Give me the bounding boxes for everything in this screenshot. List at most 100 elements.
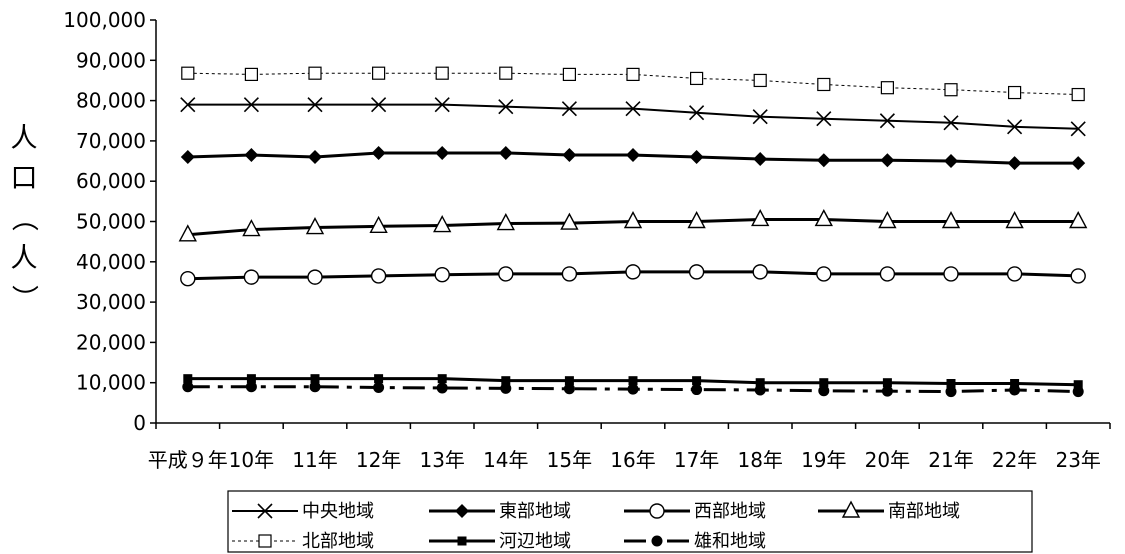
data-point — [816, 153, 831, 168]
y-axis-title-char: 口 — [11, 163, 38, 194]
series — [180, 264, 1086, 287]
legend-label: 北部地域 — [302, 531, 374, 552]
data-point — [880, 81, 895, 95]
data-point — [755, 378, 765, 388]
data-point — [562, 148, 577, 163]
data-point — [689, 71, 704, 86]
x-tick-labels: 平成９年 10年 11年 12年 13年 14年 15年 16年 17年 18年 19年 20年 21年… — [148, 448, 1101, 472]
series — [183, 374, 1083, 390]
y-tick-label: 50,000 — [76, 210, 146, 234]
data-point — [457, 536, 467, 546]
data-point — [244, 148, 259, 163]
data-point — [816, 266, 832, 282]
data-point — [372, 66, 386, 80]
x-tick-label: 21年 — [928, 448, 973, 472]
data-point — [878, 211, 897, 229]
data-point — [242, 219, 261, 237]
legend-label: 南部地域 — [888, 501, 960, 522]
legend-item: 中央地域 — [232, 501, 374, 522]
x-tick-label: 17年 — [674, 448, 719, 472]
data-point — [434, 266, 450, 283]
y-axis-title-char: （ — [8, 205, 39, 232]
data-point — [943, 266, 959, 282]
y-tick-label: 100,000 — [63, 8, 146, 32]
y-tick-labels: 0 10,000 20,000 30,000 40,000 50,000 60,000 70,… — [63, 8, 146, 435]
y-axis-title: 人口（人） — [8, 123, 39, 312]
data-point — [689, 105, 705, 121]
data-point — [433, 215, 452, 233]
data-point — [1069, 211, 1088, 229]
data-point — [751, 208, 770, 227]
data-point — [371, 145, 386, 160]
data-point — [943, 115, 959, 131]
data-point — [1010, 379, 1020, 389]
x-tick-label: 18年 — [737, 448, 782, 472]
legend-label: 西部地域 — [694, 501, 766, 522]
legend-item: 河辺地域 — [429, 531, 571, 552]
data-point — [881, 385, 893, 397]
data-point — [501, 376, 511, 386]
data-point — [753, 73, 767, 88]
data-point — [246, 374, 256, 384]
axes — [150, 19, 1111, 429]
legend-label: 中央地域 — [302, 501, 374, 522]
data-point — [817, 77, 831, 92]
data-point — [562, 67, 577, 82]
data-point — [310, 374, 320, 384]
data-point — [879, 113, 895, 129]
data-point — [688, 264, 705, 280]
data-point — [183, 374, 193, 384]
data-point — [882, 378, 892, 388]
data-point — [626, 67, 640, 82]
data-point — [496, 213, 515, 231]
data-point — [243, 97, 259, 113]
data-point — [626, 148, 640, 163]
data-point — [628, 376, 638, 386]
data-point — [879, 266, 896, 282]
x-tick-label: 20年 — [865, 448, 910, 472]
data-point — [1009, 384, 1021, 396]
y-axis-title-char: ） — [8, 285, 39, 312]
series — [180, 97, 1086, 137]
data-point — [373, 382, 385, 394]
data-point — [309, 381, 321, 393]
data-point — [437, 374, 447, 384]
y-tick-label: 60,000 — [76, 169, 146, 193]
data-point — [944, 83, 958, 97]
data-point — [1007, 119, 1023, 135]
data-point — [1073, 380, 1083, 390]
data-point — [1070, 121, 1086, 137]
data-point — [563, 383, 575, 395]
data-point — [257, 503, 273, 519]
x-tick-label: 14年 — [483, 448, 528, 472]
data-point — [498, 99, 514, 115]
data-point — [819, 378, 829, 388]
data-point — [369, 215, 388, 234]
data-point — [1072, 386, 1084, 398]
data-point — [498, 145, 513, 160]
data-point — [692, 376, 702, 386]
data-point — [180, 150, 195, 165]
y-axis-title-char: 人 — [11, 243, 38, 274]
y-tick-label: 40,000 — [76, 250, 146, 274]
data-point — [1071, 87, 1085, 102]
data-point — [561, 101, 577, 117]
y-tick-label: 0 — [133, 411, 146, 435]
series — [178, 208, 1088, 242]
data-point — [1071, 156, 1086, 171]
data-point — [1005, 211, 1024, 229]
data-point — [307, 269, 323, 285]
x-tick-label: 平成９年 — [148, 448, 228, 472]
x-tick-label: 12年 — [356, 448, 401, 472]
data-point — [244, 67, 258, 82]
y-tick-label: 90,000 — [76, 48, 146, 72]
data-point — [841, 500, 861, 518]
data-point — [374, 374, 384, 384]
x-tick-label: 15年 — [547, 448, 592, 472]
data-point — [435, 66, 449, 80]
legend-item: 北部地域 — [232, 531, 374, 552]
data-point — [651, 535, 663, 547]
data-point — [1007, 156, 1022, 171]
